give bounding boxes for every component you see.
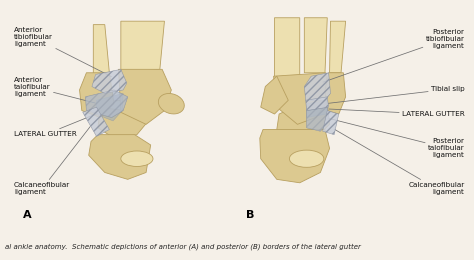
- Polygon shape: [93, 25, 109, 80]
- Polygon shape: [96, 93, 123, 121]
- Text: Anterior
talofibular
ligament: Anterior talofibular ligament: [14, 77, 95, 103]
- Text: B: B: [246, 210, 255, 220]
- Text: Anterior
tibiofibular
ligament: Anterior tibiofibular ligament: [14, 27, 111, 77]
- Polygon shape: [83, 107, 109, 136]
- Polygon shape: [80, 73, 114, 118]
- Polygon shape: [260, 129, 329, 183]
- Ellipse shape: [121, 151, 153, 166]
- Polygon shape: [92, 69, 127, 93]
- Polygon shape: [277, 104, 329, 141]
- Text: Tibial slip: Tibial slip: [328, 86, 465, 103]
- Polygon shape: [307, 107, 329, 131]
- Polygon shape: [323, 110, 339, 135]
- Text: A: A: [23, 210, 32, 220]
- Polygon shape: [118, 69, 171, 124]
- Text: LATERAL GUTTER: LATERAL GUTTER: [328, 109, 465, 117]
- Text: al ankle anatomy.  Schematic depictions of anterior (A) and posterior (B) border: al ankle anatomy. Schematic depictions o…: [5, 243, 361, 250]
- Polygon shape: [121, 21, 164, 73]
- Polygon shape: [304, 18, 327, 73]
- Text: Posterior
tibiofibular
ligament: Posterior tibiofibular ligament: [323, 29, 465, 82]
- Polygon shape: [98, 100, 148, 138]
- Polygon shape: [273, 73, 328, 124]
- Ellipse shape: [158, 94, 184, 114]
- Ellipse shape: [290, 150, 324, 167]
- Polygon shape: [274, 18, 300, 80]
- Polygon shape: [306, 97, 328, 110]
- Polygon shape: [307, 107, 329, 131]
- Ellipse shape: [100, 101, 151, 110]
- Text: Posterior
talofibular
ligament: Posterior talofibular ligament: [328, 118, 465, 158]
- Polygon shape: [85, 90, 128, 118]
- Polygon shape: [325, 73, 346, 114]
- Polygon shape: [304, 73, 330, 100]
- Text: LATERAL GUTTER: LATERAL GUTTER: [14, 113, 98, 138]
- Text: Calcaneofibular
ligament: Calcaneofibular ligament: [14, 127, 90, 195]
- Polygon shape: [85, 90, 128, 118]
- Polygon shape: [329, 21, 346, 73]
- Polygon shape: [89, 135, 151, 179]
- Text: Calcaneofibular
ligament: Calcaneofibular ligament: [334, 129, 465, 195]
- Polygon shape: [307, 100, 327, 118]
- Polygon shape: [261, 76, 288, 114]
